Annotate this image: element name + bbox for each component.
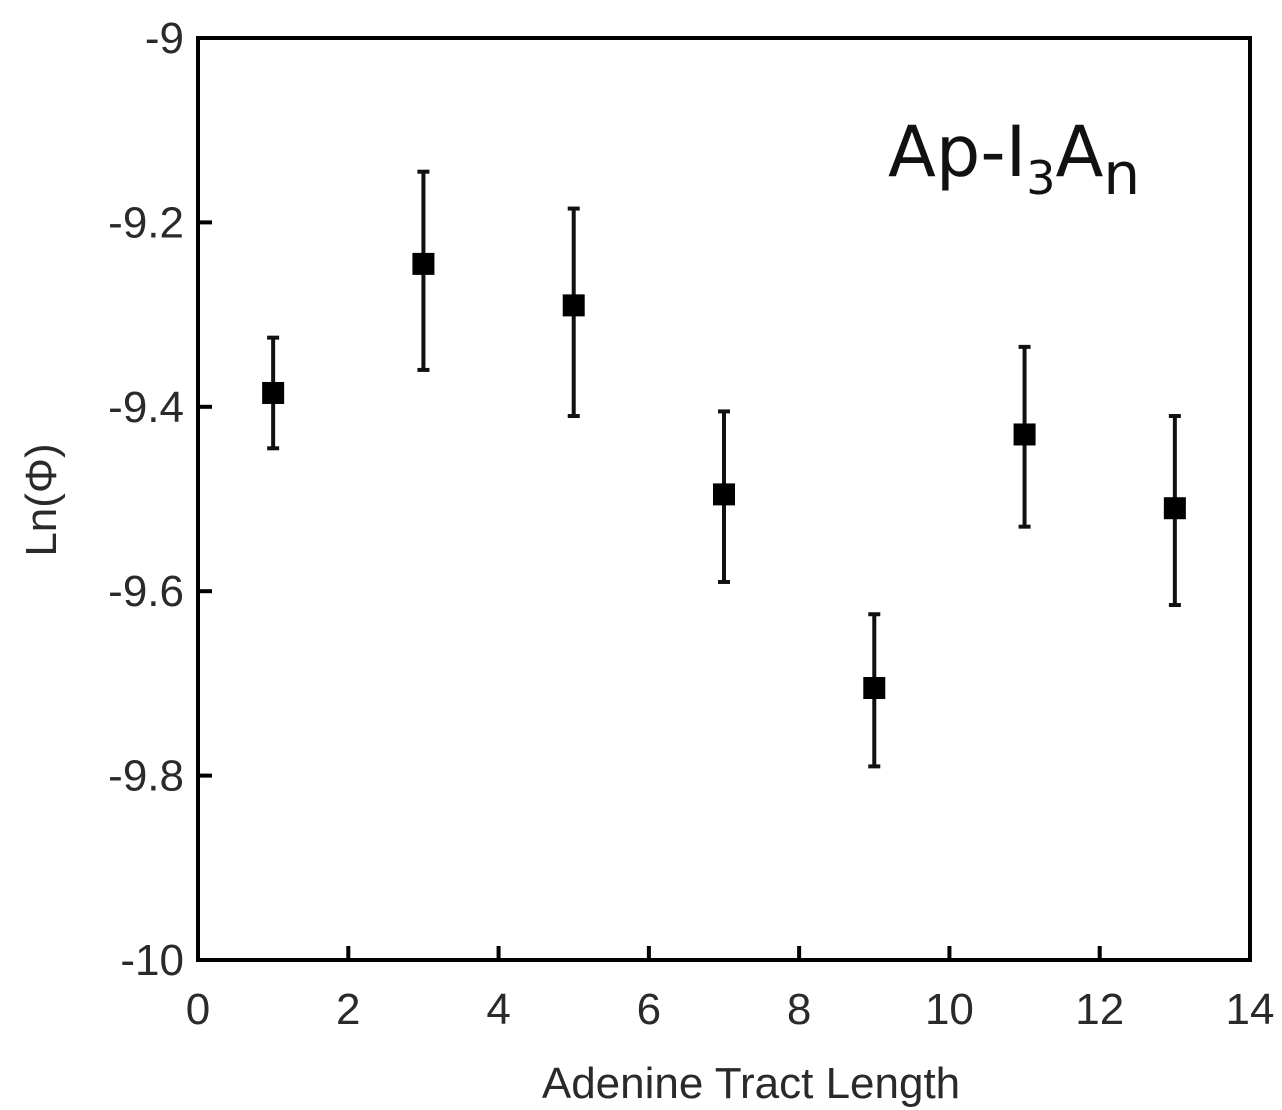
data-point (1163, 497, 1186, 520)
x-tick-label: 4 (486, 985, 510, 1034)
y-tick-label: -9.4 (108, 383, 184, 432)
x-tick-labels: 0 2 4 6 8 10 12 14 (186, 985, 1275, 1034)
axis-ticks (196, 36, 1252, 962)
y-tick-label: -9.2 (108, 198, 184, 247)
y-tick-label: -10 (120, 936, 184, 985)
x-tick-label: 14 (1226, 985, 1275, 1034)
y-tick-label: -9.8 (108, 752, 184, 801)
x-tick-label: 8 (787, 985, 811, 1034)
data-point (262, 381, 285, 404)
x-tick-label: 12 (1075, 985, 1124, 1034)
x-tick-label: 10 (925, 985, 974, 1034)
y-tick-label: -9 (145, 14, 184, 63)
data-point (1013, 423, 1036, 446)
data-point (412, 252, 435, 275)
data-point (562, 294, 585, 317)
x-tick-label: 2 (336, 985, 360, 1034)
y-axis-title: Ln(Φ) (17, 443, 66, 556)
x-tick-label: 6 (637, 985, 661, 1034)
plot-frame (196, 36, 1252, 962)
y-tick-label: -9.6 (108, 567, 184, 616)
data-point (713, 483, 735, 506)
chart-annotation: Ap-I3An (888, 111, 1140, 208)
x-tick-label: 0 (186, 985, 210, 1034)
data-points (262, 169, 1186, 769)
x-axis-title: Adenine Tract Length (542, 1059, 960, 1108)
data-point (863, 677, 886, 700)
y-tick-labels: -9 -9.2 -9.4 -9.6 -9.8 -10 (108, 14, 184, 985)
